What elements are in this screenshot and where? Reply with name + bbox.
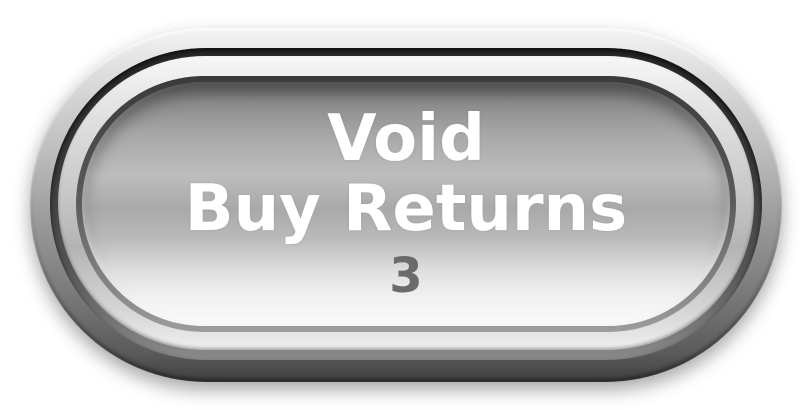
button-face[interactable] <box>82 82 730 326</box>
